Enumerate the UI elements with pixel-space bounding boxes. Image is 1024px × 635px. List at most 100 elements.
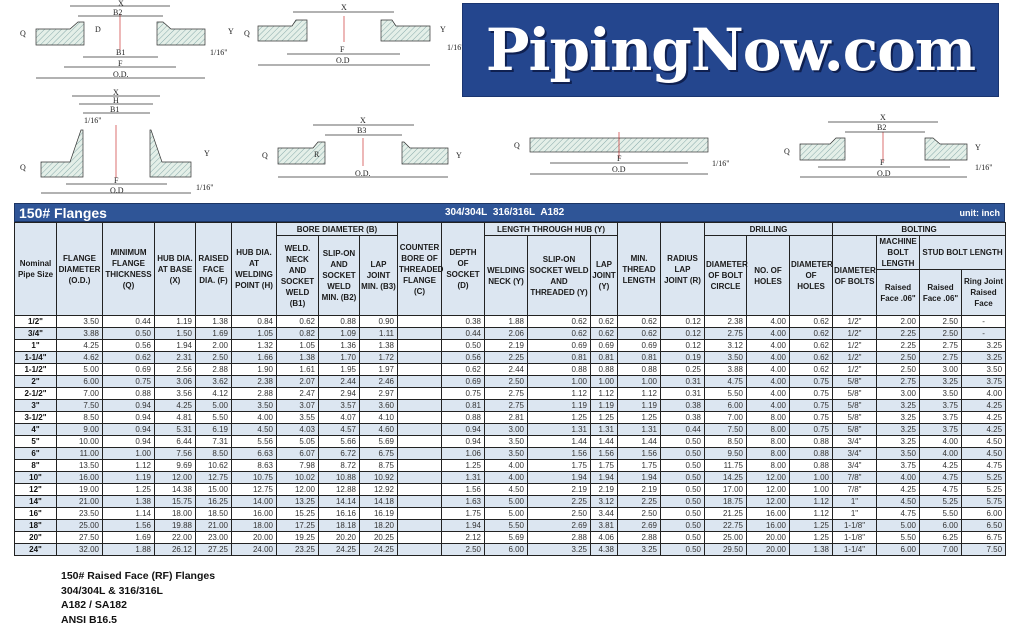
table-cell: 1.25 bbox=[102, 483, 155, 496]
table-cell: 3.12 bbox=[704, 339, 748, 352]
col-header: WELDING NECK (Y) bbox=[484, 235, 529, 316]
pipe-size-cell: 4" bbox=[14, 423, 57, 436]
table-cell: 0.75 bbox=[789, 423, 834, 436]
table-cell: 4.50 bbox=[961, 447, 1007, 460]
svg-text:O.D.: O.D. bbox=[355, 169, 371, 178]
table-cell: 1.25 bbox=[789, 531, 834, 544]
table-cell: 23.00 bbox=[195, 531, 232, 544]
table-cell: 2.75 bbox=[876, 375, 921, 388]
table-cell: 4.00 bbox=[231, 411, 277, 424]
table-cell: 1.19 bbox=[154, 315, 196, 328]
table-cell: 0.38 bbox=[660, 399, 706, 412]
table-cell: 2.88 bbox=[195, 363, 232, 376]
table-cell: 13.50 bbox=[56, 459, 103, 472]
table-cell: 1.05 bbox=[276, 339, 319, 352]
table-cell: 7.50 bbox=[56, 399, 103, 412]
table-cell: 19.88 bbox=[154, 519, 196, 532]
table-cell: 2.50 bbox=[195, 351, 232, 364]
table-cell: 5.25 bbox=[961, 483, 1007, 496]
table-cell: 0.50 bbox=[660, 519, 706, 532]
table-cell: 3.50 bbox=[56, 315, 103, 328]
table-cell: 2.19 bbox=[484, 339, 529, 352]
table-cell: 3.88 bbox=[56, 327, 103, 340]
table-title-bar: 150# Flanges 304/304L 316/316L A182 unit… bbox=[14, 203, 1005, 222]
table-cell: 4.25 bbox=[876, 483, 921, 496]
table-cell: 1.00 bbox=[789, 471, 834, 484]
socket-weld-flange-drawing: XB2 F O.D Q Y 1/16" bbox=[784, 113, 993, 178]
table-cell: 2.44 bbox=[318, 375, 360, 388]
table-cell: 10.75 bbox=[231, 471, 277, 484]
table-cell: 4.75 bbox=[876, 507, 921, 520]
table-cell: 1/2" bbox=[832, 327, 878, 340]
col-header: Raised Face .06" bbox=[876, 269, 921, 316]
table-cell: 4.00 bbox=[746, 351, 791, 364]
table-cell: 1.09 bbox=[318, 327, 360, 340]
table-cell: 4.25 bbox=[961, 399, 1007, 412]
table-cell bbox=[397, 339, 443, 352]
table-cell: 0.75 bbox=[789, 399, 834, 412]
table-cell: 1.31 bbox=[527, 423, 592, 436]
table-cell: 4.00 bbox=[484, 471, 529, 484]
col-header: COUNTER BORE OF THREADED FLANGE (C) bbox=[397, 222, 443, 316]
table-cell: 0.94 bbox=[102, 399, 155, 412]
pipe-size-cell: 1/2" bbox=[14, 315, 57, 328]
table-cell: 14.38 bbox=[154, 483, 196, 496]
table-cell bbox=[397, 363, 443, 376]
table-cell: 24.25 bbox=[318, 543, 360, 556]
table-cell: 22.00 bbox=[154, 531, 196, 544]
table-row: 20" 27.50 1.69 22.00 23.00 20.00 19.25 20.20 20.… bbox=[14, 531, 1007, 544]
table-cell: 1.56 bbox=[527, 447, 592, 460]
table-cell: 16.19 bbox=[358, 507, 399, 520]
table-cell: 25.00 bbox=[56, 519, 103, 532]
table-cell: 3.50 bbox=[484, 447, 529, 460]
table-cell: 1" bbox=[832, 495, 878, 508]
table-cell: 1.69 bbox=[102, 531, 155, 544]
table-cell: 5.25 bbox=[919, 495, 963, 508]
table-cell: 0.94 bbox=[102, 423, 155, 436]
table-cell: 1.90 bbox=[231, 363, 277, 376]
table-cell: 0.50 bbox=[660, 447, 706, 460]
table-cell: 0.12 bbox=[660, 327, 706, 340]
pipe-size-cell: 3/4" bbox=[14, 327, 57, 340]
table-cell: 2.94 bbox=[318, 387, 360, 400]
table-cell: 0.69 bbox=[441, 375, 486, 388]
table-cell: 16.25 bbox=[195, 495, 232, 508]
svg-text:X: X bbox=[113, 88, 119, 97]
table-body: 1/2" 3.50 0.44 1.19 1.38 0.84 0.62 0.88 0.90 0.38… bbox=[14, 315, 1007, 556]
table-cell: 1/2" bbox=[832, 339, 878, 352]
table-cell bbox=[397, 375, 443, 388]
svg-text:O.D: O.D bbox=[877, 169, 891, 178]
table-cell: 6.72 bbox=[318, 447, 360, 460]
svg-text:1/16": 1/16" bbox=[712, 159, 730, 168]
table-row: 5" 10.00 0.94 6.44 7.31 5.56 5.05 5.66 5.69 0.94 3… bbox=[14, 435, 1007, 448]
table-cell: 0.88 bbox=[789, 447, 834, 460]
table-cell: 1.94 bbox=[441, 519, 486, 532]
table-row: 3" 7.50 0.94 4.25 5.00 3.50 3.07 3.57 3.60 0.81 2.… bbox=[14, 399, 1007, 412]
table-cell: 16.00 bbox=[746, 507, 791, 520]
table-cell: 1.25 bbox=[789, 519, 834, 532]
table-cell: 32.00 bbox=[56, 543, 103, 556]
footer-line: ANSI B16.5 bbox=[61, 613, 118, 626]
table-row: 6" 11.00 1.00 7.56 8.50 6.63 6.07 6.72 6.75 1.06 3… bbox=[14, 447, 1007, 460]
table-cell: 2.50 bbox=[441, 543, 486, 556]
svg-text:1/16": 1/16" bbox=[84, 116, 102, 125]
table-cell: 0.69 bbox=[617, 339, 662, 352]
table-cell: 0.12 bbox=[660, 339, 706, 352]
table-cell: 12.75 bbox=[231, 483, 277, 496]
table-cell: 3.50 bbox=[231, 399, 277, 412]
table-cell: 3.81 bbox=[590, 519, 619, 532]
table-cell: 3.75 bbox=[876, 459, 921, 472]
table-cell: 14.18 bbox=[358, 495, 399, 508]
table-cell: 15.75 bbox=[154, 495, 196, 508]
table-cell: 1.32 bbox=[231, 339, 277, 352]
table-cell: 1.19 bbox=[102, 471, 155, 484]
col-header: WELD. NECK AND SOCKET WELD (B1) bbox=[276, 235, 319, 316]
table-cell: 5.31 bbox=[154, 423, 196, 436]
table-cell: 16.00 bbox=[56, 471, 103, 484]
table-cell: 4.10 bbox=[358, 411, 399, 424]
svg-text:Q: Q bbox=[784, 147, 790, 156]
table-cell: 5/8" bbox=[832, 411, 878, 424]
table-cell: 1.66 bbox=[231, 351, 277, 364]
table-cell: 1.12 bbox=[617, 387, 662, 400]
table-cell: 0.75 bbox=[102, 375, 155, 388]
